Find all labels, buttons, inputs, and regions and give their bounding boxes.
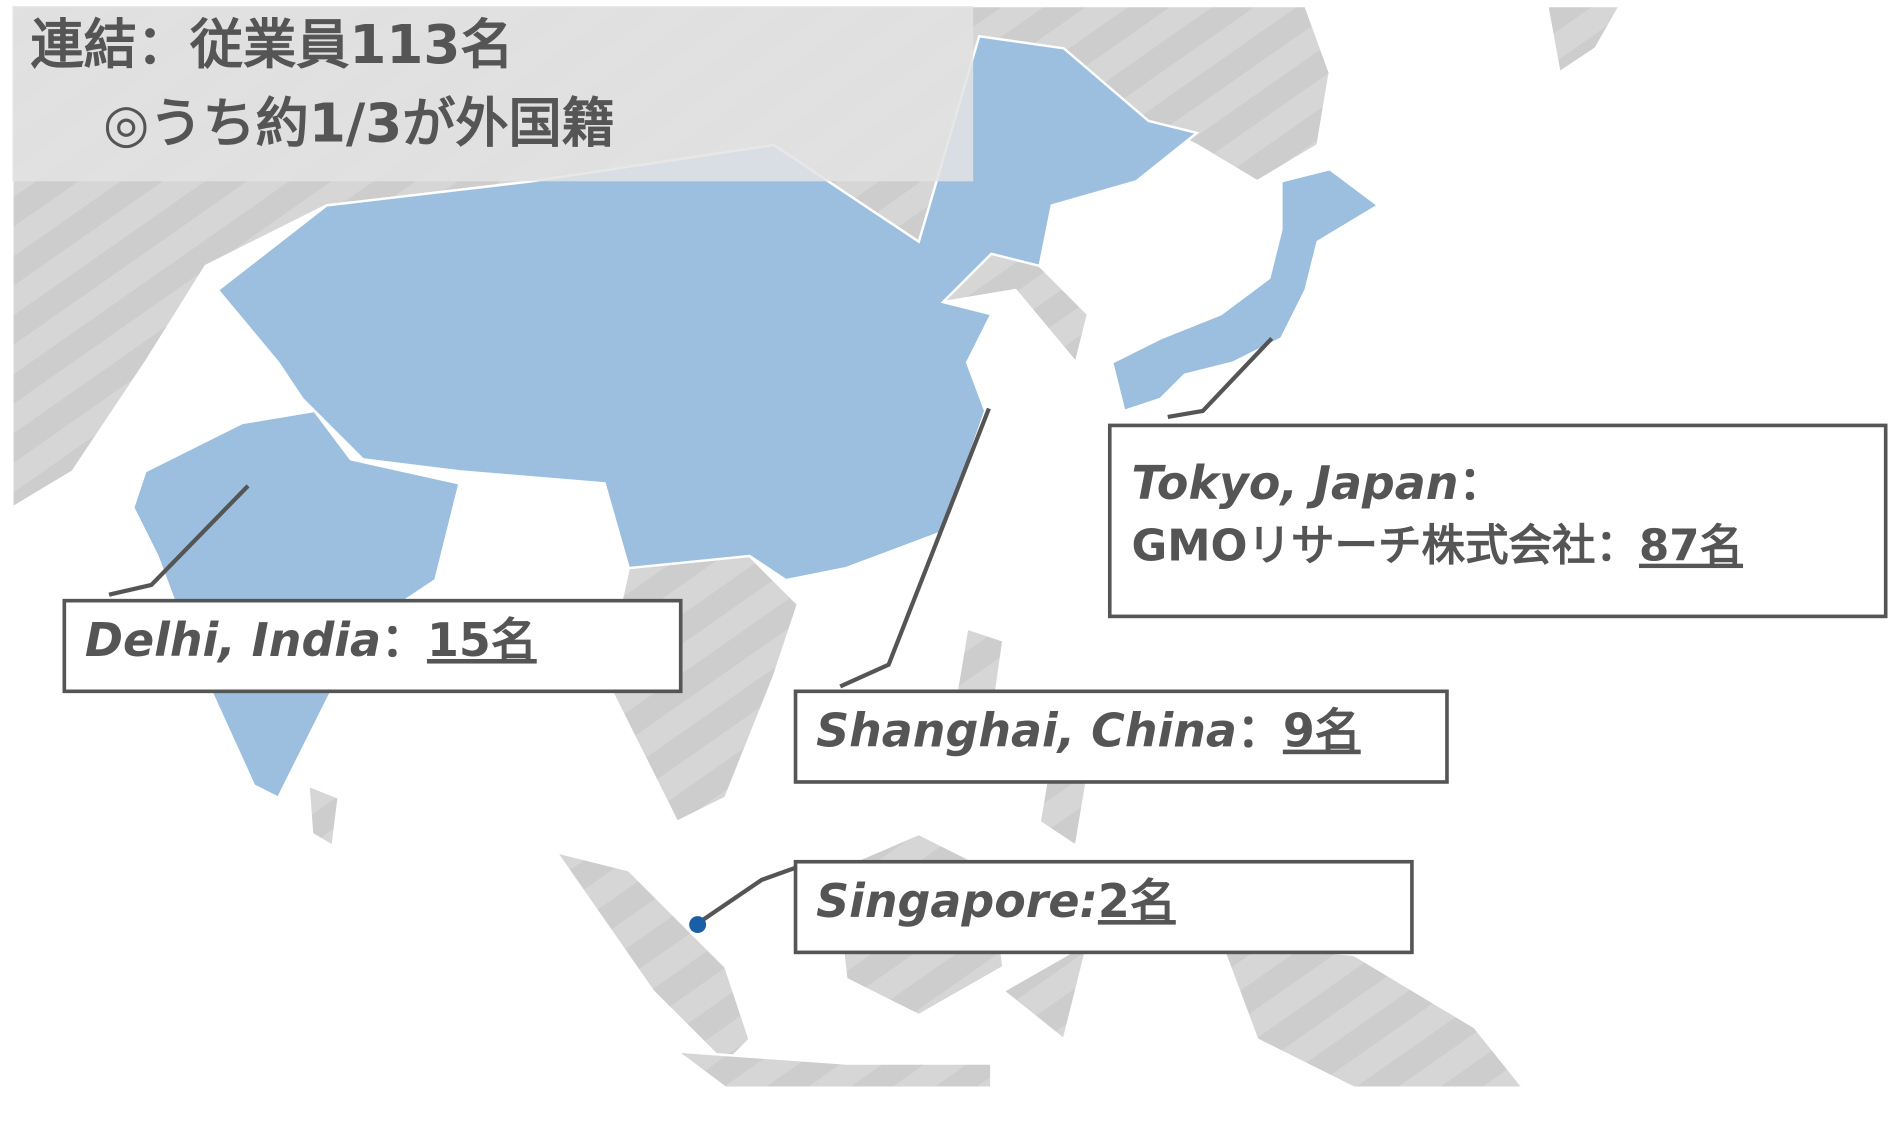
office-label: Tokyo, Japan：	[1132, 455, 1505, 509]
location: Shanghai, China	[816, 703, 1237, 757]
leader-line	[1167, 336, 1274, 420]
office-company: GMOリサーチ株式会社：87名	[1132, 521, 1744, 571]
singapore-marker	[689, 916, 707, 934]
count: 87名	[1639, 521, 1743, 571]
count: 2名	[1098, 874, 1176, 928]
count: 15名	[427, 612, 537, 666]
location: Delhi, India	[85, 612, 381, 666]
company: GMOリサーチ株式会社：	[1132, 521, 1639, 571]
label-box	[1107, 423, 1888, 619]
label-box	[793, 859, 1414, 955]
label-box	[62, 598, 683, 694]
location: Singapore:	[816, 874, 1098, 928]
header-subtitle: ◎うち約1/3が外国籍	[103, 93, 615, 155]
leader-line	[108, 484, 250, 597]
location: Tokyo, Japan	[1132, 455, 1459, 509]
header-title: 連結：従業員113名	[30, 14, 513, 76]
label-box	[793, 689, 1449, 784]
leader-line	[700, 865, 797, 923]
count: 9名	[1283, 703, 1361, 757]
separator: ：	[1237, 703, 1283, 757]
separator: ：	[381, 612, 427, 666]
header-panel	[12, 6, 974, 182]
separator: ：	[1458, 455, 1504, 509]
leader-line	[839, 407, 991, 689]
office-label: Shanghai, China：9名	[816, 703, 1361, 757]
office-label: Singapore:2名	[816, 874, 1176, 928]
office-label: Delhi, India：15名	[85, 612, 537, 666]
